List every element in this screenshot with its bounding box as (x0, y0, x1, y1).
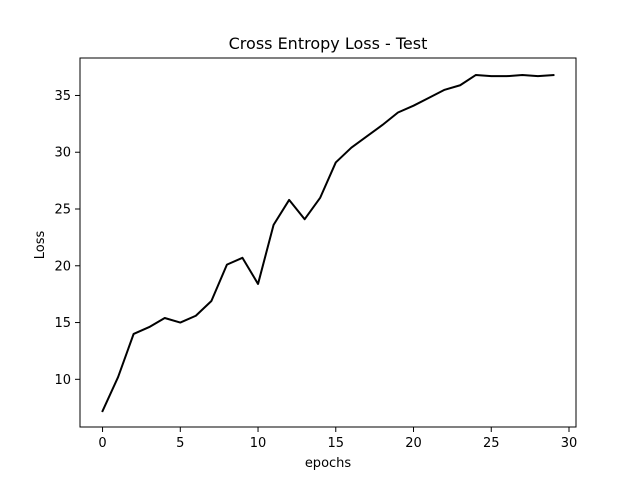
x-tick-label: 15 (328, 436, 345, 451)
y-tick-label: 35 (54, 89, 71, 104)
x-tick-label: 20 (405, 436, 422, 451)
x-axis-ticks: 0 5 10 15 20 25 30 (98, 427, 577, 451)
y-axis-label: Loss (33, 231, 48, 260)
x-tick-label: 0 (98, 436, 106, 451)
x-axis-label: epochs (305, 456, 352, 471)
x-tick-label: 30 (561, 436, 578, 451)
plot-frame (79, 57, 577, 428)
y-tick-label: 30 (54, 146, 71, 161)
x-tick-label: 5 (176, 436, 184, 451)
chart-title: Cross Entropy Loss - Test (229, 34, 428, 53)
y-tick-label: 25 (54, 203, 71, 218)
series-line-0 (101, 73, 555, 413)
x-tick-label: 10 (250, 436, 267, 451)
y-axis-ticks: 10 15 20 25 30 35 (54, 89, 80, 388)
plot-area (79, 57, 577, 428)
y-tick-label: 10 (54, 373, 71, 388)
y-tick-label: 20 (54, 259, 71, 274)
x-tick-label: 25 (483, 436, 500, 451)
y-tick-label: 15 (54, 316, 71, 331)
